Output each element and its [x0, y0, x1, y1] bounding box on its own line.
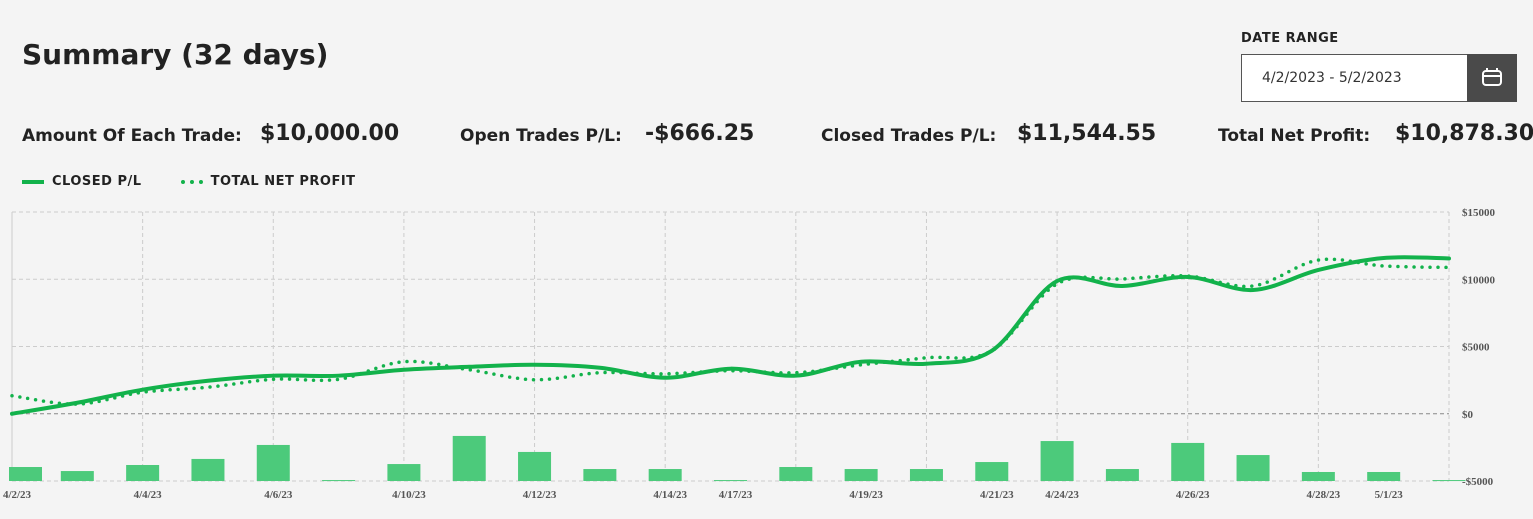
x-tick-label: 4/12/23: [523, 489, 557, 501]
legend-label: CLOSED P/L: [52, 174, 142, 189]
bar: [648, 469, 682, 481]
line-series: [10, 257, 1451, 406]
y-tick-label: $10000: [1462, 274, 1496, 286]
y-tick-label: $5000: [1462, 342, 1490, 354]
x-tick-label: 4/21/23: [980, 489, 1014, 501]
x-tick-label: 4/28/23: [1307, 489, 1341, 501]
stat-label: Open Trades P/L:: [460, 126, 622, 146]
legend: CLOSED P/L TOTAL NET PROFIT: [22, 174, 356, 189]
y-tick-label: $0: [1462, 409, 1474, 421]
bar: [1432, 480, 1466, 482]
legend-swatch: [22, 179, 44, 184]
bar: [518, 451, 552, 481]
stat-label: Amount Of Each Trade:: [22, 126, 242, 146]
x-tick-label: 4/14/23: [653, 489, 687, 501]
legend-label: TOTAL NET PROFIT: [210, 174, 356, 189]
x-tick-label: 4/24/23: [1045, 489, 1079, 501]
stat-value: -$666.25: [645, 121, 755, 146]
date-range-input[interactable]: 4/2/2023 - 5/2/2023: [1241, 54, 1517, 102]
line-series: [10, 255, 1451, 416]
stat-value: $11,544.55: [1017, 121, 1157, 146]
stat-value: $10,000.00: [260, 121, 400, 146]
x-tick-label: 4/4/23: [134, 489, 163, 501]
calendar-button[interactable]: [1467, 54, 1517, 102]
bar: [779, 467, 813, 481]
y-tick-label: -$5000: [1462, 476, 1494, 488]
bar: [1171, 442, 1205, 481]
bar: [60, 471, 94, 481]
chart: -$5000 $0 $5000 $10000 $15000 4/2/23 4/4/23 4/6…: [3, 207, 1496, 501]
bar: [714, 480, 747, 482]
bar: [1105, 469, 1139, 481]
x-tick-label: 4/17/23: [719, 489, 753, 501]
bar: [975, 462, 1009, 481]
stat-value: $10,878.30: [1395, 121, 1533, 146]
stat-label: Closed Trades P/L:: [821, 126, 997, 146]
x-tick-label: 5/1/23: [1375, 489, 1404, 501]
date-range-value: 4/2/2023 - 5/2/2023: [1262, 70, 1402, 86]
x-tick-label: 4/2/23: [3, 489, 32, 501]
x-tick-label: 4/10/23: [392, 489, 426, 501]
bar: [387, 464, 421, 481]
bar: [844, 469, 878, 481]
bar: [583, 469, 617, 481]
bar: [1367, 471, 1401, 481]
date-range-label: DATE RANGE: [1241, 31, 1339, 46]
y-tick-label: $15000: [1462, 207, 1496, 219]
title: Summary (32 days): [22, 38, 329, 71]
bar: [9, 467, 42, 481]
bar: [126, 464, 160, 481]
legend-swatch: [180, 179, 203, 184]
bar: [256, 444, 290, 481]
bar: [1236, 455, 1270, 481]
calendar-icon: [1482, 68, 1502, 86]
x-tick-label: 4/19/23: [849, 489, 883, 501]
x-tick-label: 4/26/23: [1176, 489, 1210, 501]
bar: [1301, 471, 1335, 481]
bar: [191, 458, 225, 481]
bar: [1040, 441, 1074, 481]
bar: [322, 480, 356, 482]
bar: [452, 435, 486, 481]
x-tick-label: 4/6/23: [264, 489, 293, 501]
stat-label: Total Net Profit:: [1218, 126, 1371, 146]
bar: [909, 469, 943, 481]
